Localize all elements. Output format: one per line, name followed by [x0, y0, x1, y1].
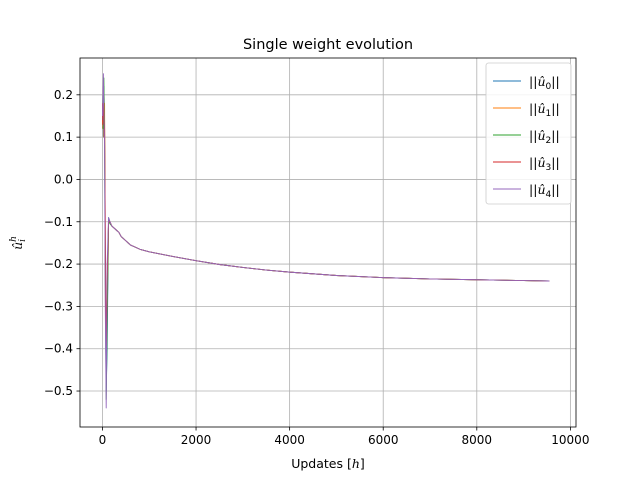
x-tick-label: 0	[99, 433, 107, 447]
legend-box	[485, 62, 572, 205]
series-line-0	[102, 85, 550, 392]
y-tick-label: −0.3	[44, 299, 73, 313]
series-line-4	[102, 73, 550, 409]
x-tick-label: 6000	[368, 433, 399, 447]
legend-label-4: ||û4||	[529, 182, 560, 200]
series-line-1	[102, 94, 550, 371]
series-line-2	[102, 77, 550, 400]
y-tick-label: −0.4	[44, 342, 73, 356]
legend: ||û0|| ||û1|| ||û2|| ||û3|| ||û4||	[485, 62, 572, 205]
x-tick-label: 8000	[462, 433, 493, 447]
chart-title: Single weight evolution	[243, 37, 413, 53]
x-tick-label: 2000	[181, 433, 212, 447]
y-axis-label: ûih	[9, 236, 28, 250]
series-layer	[102, 73, 550, 409]
series-line-3	[102, 85, 550, 350]
y-tick-label: 0.2	[54, 88, 73, 102]
y-tick-label: −0.2	[44, 257, 73, 271]
y-tick-label: 0.1	[54, 130, 73, 144]
legend-label-0: ||û0||	[529, 74, 560, 92]
x-axis-label: Updates [h]	[291, 456, 365, 471]
x-tick-label: 4000	[274, 433, 305, 447]
legend-label-3: ||û3||	[529, 155, 560, 173]
y-tick-label: −0.5	[44, 384, 73, 398]
x-tick-label: 10000	[551, 433, 589, 447]
legend-label-1: ||û1||	[529, 101, 560, 119]
y-tick-label: −0.1	[44, 215, 73, 229]
ticks: 0 2000 4000 6000 8000 10000 0.2 0.1 0.0 −0.1 −0.2 −…	[44, 88, 590, 447]
plot-area-frame	[79, 57, 577, 428]
y-tick-label: 0.0	[54, 172, 73, 186]
legend-label-2: ||û2||	[529, 128, 560, 146]
